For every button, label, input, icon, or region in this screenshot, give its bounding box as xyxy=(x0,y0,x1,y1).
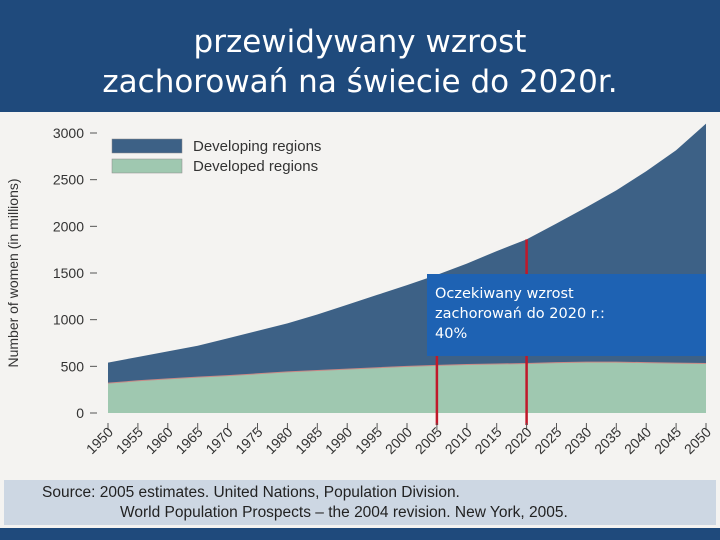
x-tick-label: 2045 xyxy=(651,424,684,457)
x-tick-label: 1995 xyxy=(352,424,385,457)
callout-line-2: zachorowań do 2020 r.: xyxy=(435,306,605,322)
y-tick-label: 3000 xyxy=(53,125,84,141)
series-boundary-line xyxy=(107,361,707,384)
x-tick-label: 2035 xyxy=(591,424,624,457)
series-area-developed xyxy=(108,362,706,413)
source-line-2: World Population Prospects – the 2004 re… xyxy=(120,504,568,521)
x-tick-label: 1970 xyxy=(202,424,235,457)
bottom-strip xyxy=(0,528,720,540)
x-tick-label: 1980 xyxy=(262,424,295,457)
y-tick-label: 1500 xyxy=(53,265,84,281)
x-tick-label: 2025 xyxy=(531,424,564,457)
x-tick-label: 1950 xyxy=(83,424,116,457)
y-tick-label: 500 xyxy=(61,358,85,374)
x-tick-label: 1975 xyxy=(232,424,265,457)
legend-label: Developing regions xyxy=(193,138,321,155)
x-tick-label: 1965 xyxy=(172,424,205,457)
x-tick-label: 2020 xyxy=(501,424,534,457)
y-tick-label: 0 xyxy=(76,405,84,421)
x-tick-label: 2040 xyxy=(621,424,654,457)
growth-callout: Oczekiwany wzrost zachorowań do 2020 r.:… xyxy=(427,274,706,356)
source-line-1: Source: 2005 estimates. United Nations, … xyxy=(42,484,460,501)
x-tick-label: 1960 xyxy=(143,424,176,457)
x-tick-label: 2030 xyxy=(561,424,594,457)
callout-value: 40% xyxy=(435,326,468,342)
x-tick-label: 2005 xyxy=(412,424,445,457)
y-tick-label: 2500 xyxy=(53,172,84,188)
legend-swatch xyxy=(111,158,183,174)
x-tick-label: 2050 xyxy=(681,424,714,457)
callout-line-1: Oczekiwany wzrost xyxy=(435,286,574,302)
title-line-1: przewidywany wzrost xyxy=(193,24,527,60)
title-line-2: zachorowań na świecie do 2020r. xyxy=(102,64,618,100)
y-axis-label: Number of women (in millions) xyxy=(5,178,21,367)
x-tick-label: 1985 xyxy=(292,424,325,457)
title-banner: przewidywany wzrost zachorowań na świeci… xyxy=(0,0,720,112)
y-tick-label: 1000 xyxy=(53,312,84,328)
x-tick-label: 2000 xyxy=(382,424,415,457)
legend-label: Developed regions xyxy=(193,158,318,175)
y-tick-label: 2000 xyxy=(53,218,84,234)
x-tick-label: 1990 xyxy=(322,424,355,457)
source-box: Source: 2005 estimates. United Nations, … xyxy=(4,480,716,525)
x-tick-label: 2010 xyxy=(442,424,475,457)
x-tick-label: 2015 xyxy=(471,424,504,457)
x-tick-label: 1955 xyxy=(113,424,146,457)
legend-swatch xyxy=(111,138,183,154)
slide-title: przewidywany wzrost zachorowań na świeci… xyxy=(0,22,720,102)
